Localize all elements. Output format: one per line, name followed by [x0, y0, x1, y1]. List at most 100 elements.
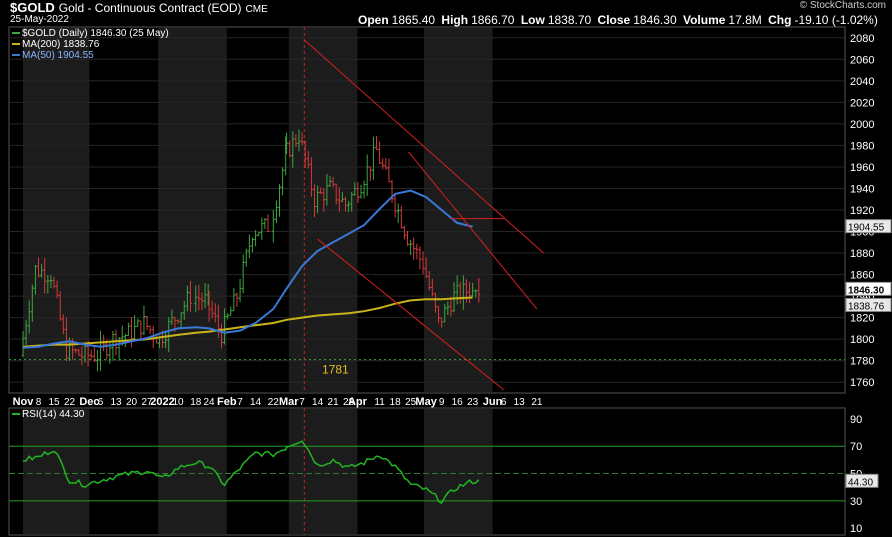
price-bar: [238, 278, 242, 303]
price-bar: [77, 349, 81, 356]
price-bar: [375, 135, 379, 150]
price-bar: [40, 263, 44, 278]
x-tick-label: 24: [203, 397, 215, 408]
price-bar: [24, 320, 28, 345]
month-band: [158, 409, 227, 534]
price-bar: [319, 187, 323, 194]
x-tick-label: 10: [172, 397, 184, 408]
x-tick-label: 11: [374, 397, 385, 408]
price-bar: [471, 282, 475, 297]
price-bar: [247, 234, 251, 259]
price-bar: [223, 308, 227, 345]
x-tick-label: 25: [405, 397, 417, 408]
price-bar: [244, 248, 248, 267]
price-bar: [185, 285, 189, 312]
low-value: 1838.70: [547, 13, 592, 27]
price-y-tick-label: 1940: [850, 183, 874, 195]
price-bar: [393, 195, 397, 218]
price-bar: [344, 197, 348, 212]
x-tick-label: 13: [110, 397, 122, 408]
price-bar: [254, 230, 258, 247]
price-bar: [440, 317, 444, 328]
price-bar: [21, 331, 25, 357]
rsi-y-tick-label: 90: [850, 414, 862, 426]
x-tick-label: 22: [268, 397, 280, 408]
ohlc-bar: Open 1865.40 High 1866.70 Low 1838.70 Close…: [358, 13, 881, 27]
price-bar: [232, 288, 236, 312]
price-bar: [55, 280, 59, 299]
price-bar: [126, 322, 130, 336]
x-tick-label: Apr: [348, 396, 368, 408]
x-tick-label: 16: [452, 397, 464, 408]
x-tick-label: 23: [467, 397, 479, 408]
rsi-y-tick-label: 30: [850, 496, 862, 508]
price-bar: [325, 173, 329, 206]
trend-channel-line: [317, 238, 504, 391]
price-bar: [362, 180, 366, 199]
price-bar: [207, 291, 211, 322]
price-y-tick-label: 2060: [850, 54, 874, 66]
price-bar: [406, 230, 410, 246]
price-bar: [433, 292, 437, 313]
price-bar: [300, 132, 304, 146]
price-y-tick-label: 1780: [850, 356, 874, 368]
price-bar: [194, 285, 198, 313]
price-bar: [446, 301, 450, 316]
x-tick-label: May: [415, 396, 437, 408]
price-bar: [396, 203, 400, 224]
price-bar: [260, 217, 264, 240]
rsi-y-tick-label: 10: [850, 523, 862, 535]
chg-label: Chg: [768, 13, 792, 27]
price-bar: [229, 306, 233, 316]
price-bar: [381, 158, 385, 170]
price-bar: [424, 257, 428, 278]
low-label: Low: [520, 13, 545, 27]
price-bar: [257, 232, 261, 237]
price-bar: [213, 303, 217, 323]
price-bar: [328, 175, 332, 187]
price-bar: [371, 136, 375, 180]
price-bar: [387, 158, 391, 183]
price-y-tick-label: 1980: [850, 140, 874, 152]
price-bar: [188, 280, 192, 313]
x-tick-label: 21: [531, 397, 543, 408]
price-bar: [297, 129, 301, 152]
legend-entry: MA(200) 1838.76: [22, 39, 100, 50]
price-bar: [474, 289, 478, 298]
close-label: Close: [597, 13, 631, 27]
price-bar: [309, 157, 313, 197]
open-label: Open: [358, 13, 389, 27]
value-tag: [845, 297, 892, 312]
x-tick-label: 18: [190, 397, 202, 408]
price-bar: [197, 284, 201, 311]
price-bar: [409, 239, 413, 255]
price-bar: [322, 187, 326, 212]
ma50-line: [22, 189, 473, 349]
price-bar: [356, 182, 360, 204]
price-bar: [452, 282, 456, 312]
price-bar: [449, 296, 453, 317]
price-y-tick-label: 1860: [850, 270, 874, 282]
price-y-tick-label: 1960: [850, 162, 874, 174]
price-bar: [415, 243, 419, 260]
price-y-tick-label: 1760: [850, 377, 874, 389]
support-label: 1781: [322, 363, 349, 377]
price-bar: [27, 300, 31, 334]
price-bar: [133, 315, 137, 342]
price-bar: [353, 182, 357, 196]
x-tick-label: 9: [439, 397, 445, 408]
price-y-tick-label: 2040: [850, 76, 874, 88]
price-y-tick-label: 1800: [850, 334, 874, 346]
price-bar: [402, 225, 406, 240]
rsi-legend-entry: RSI(14) 44.30: [22, 409, 85, 420]
price-bar: [350, 191, 354, 212]
rsi-value-tag-label: 44.30: [848, 477, 873, 488]
price-bar: [83, 342, 87, 363]
symbol-label: $GOLD: [10, 0, 55, 15]
close-value: 1846.30: [633, 13, 677, 27]
price-bar: [145, 315, 149, 330]
price-bar: [427, 271, 431, 291]
price-bar: [176, 319, 180, 324]
x-tick-label: 2022: [150, 396, 174, 408]
price-bar: [95, 349, 99, 372]
